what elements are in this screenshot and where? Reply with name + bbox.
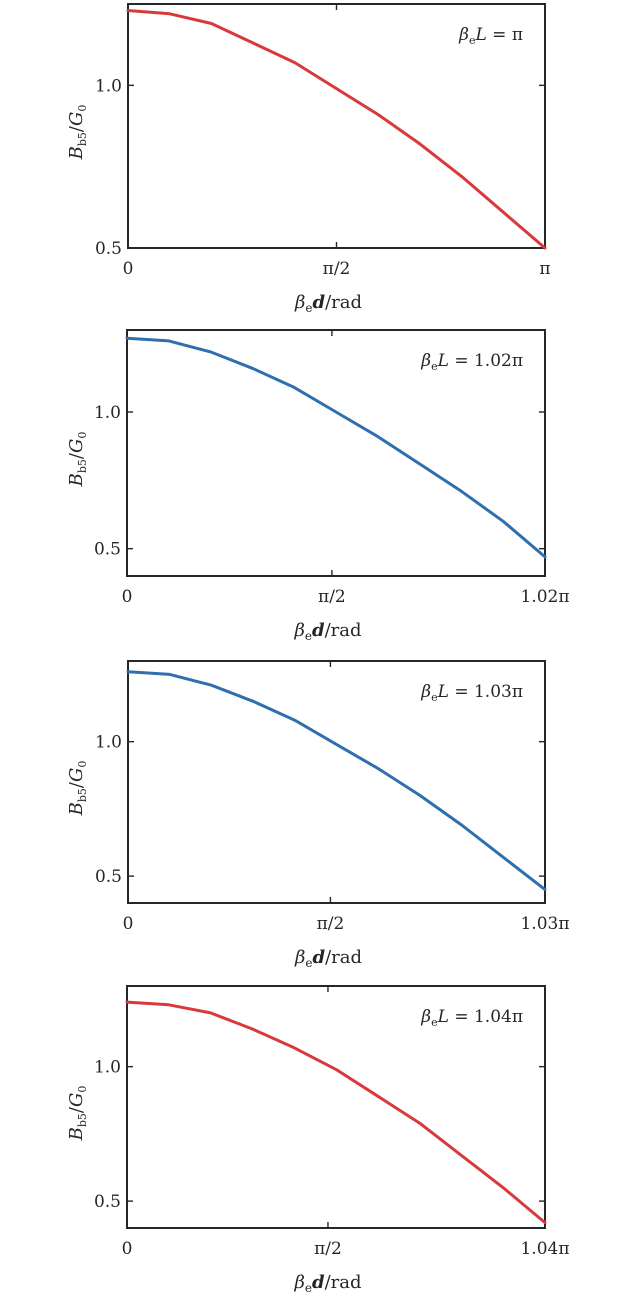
plot-frame bbox=[126, 329, 546, 577]
y-axis-label: Bb5/G0 bbox=[66, 761, 89, 817]
chart-panel-4: 0 π/2 1.04π 0.5 1.0 βeL = 1.04π βed/rad Bb5/G0 bbox=[66, 985, 570, 1295]
chart-panel-2: 0 π/2 1.02π 0.5 1.0 βeL = 1.02π βed/rad Bb5/G0 bbox=[66, 329, 570, 643]
x-tick-label: π/2 bbox=[318, 587, 346, 607]
chart-annotation: βeL = 1.03π bbox=[420, 682, 523, 704]
x-axis-label: βed/rad bbox=[293, 620, 361, 643]
y-tick-label: 0.5 bbox=[94, 540, 121, 560]
x-axis-label: βed/rad bbox=[294, 947, 362, 970]
y-axis-label: Bb5/G0 bbox=[66, 432, 89, 488]
x-axis-label: βed/rad bbox=[293, 1272, 361, 1295]
chart-annotation: βeL = 1.04π bbox=[420, 1007, 523, 1029]
y-tick-label: 1.0 bbox=[94, 403, 121, 423]
x-tick-label: π/2 bbox=[317, 914, 345, 934]
chart-annotation: βeL = 1.02π bbox=[420, 351, 523, 373]
x-tick-label: 1.04π bbox=[520, 1239, 569, 1259]
y-tick-label: 1.0 bbox=[94, 1058, 121, 1078]
x-axis-label: βed/rad bbox=[294, 292, 362, 315]
x-tick-label: π bbox=[539, 259, 550, 279]
y-tick-label: 0.5 bbox=[94, 1192, 121, 1212]
chart-annotation: βeL = π bbox=[458, 25, 523, 47]
y-tick-label: 0.5 bbox=[95, 867, 122, 887]
x-tick-label: 0 bbox=[122, 1239, 133, 1259]
y-tick-label: 1.0 bbox=[95, 76, 122, 96]
x-tick-label: π/2 bbox=[314, 1239, 342, 1259]
chart-panel-1: 0 π/2 π 0.5 1.0 βeL = π βed/rad Bb5/G0 bbox=[66, 3, 551, 315]
y-axis-label: Bb5/G0 bbox=[66, 1086, 89, 1142]
x-tick-label: 1.03π bbox=[520, 914, 569, 934]
series-line bbox=[125, 336, 547, 559]
y-tick-label: 1.0 bbox=[95, 733, 122, 753]
x-tick-label: 0 bbox=[122, 587, 133, 607]
x-tick-label: 1.02π bbox=[520, 587, 569, 607]
plot-frame bbox=[126, 985, 546, 1229]
series-line bbox=[126, 9, 547, 250]
x-tick-label: π/2 bbox=[323, 259, 351, 279]
series-line bbox=[126, 670, 547, 892]
plot-frame bbox=[127, 660, 546, 904]
x-tick-label: 0 bbox=[123, 914, 134, 934]
y-tick-label: 0.5 bbox=[95, 239, 122, 259]
x-tick-label: 0 bbox=[123, 259, 134, 279]
series-line bbox=[125, 1000, 547, 1225]
chart-panel-3: 0 π/2 1.03π 0.5 1.0 βeL = 1.03π βed/rad Bb5/G0 bbox=[66, 660, 570, 970]
y-axis-label: Bb5/G0 bbox=[66, 105, 89, 161]
